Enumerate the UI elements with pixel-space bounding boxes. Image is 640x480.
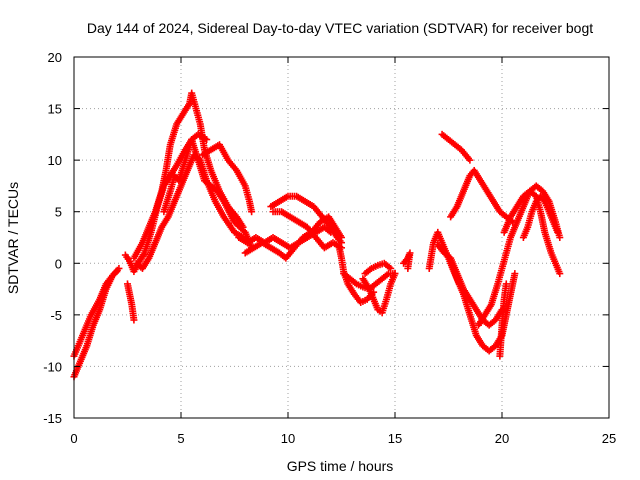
data-point-plus <box>502 280 510 288</box>
x-tick-label: 5 <box>177 431 184 446</box>
y-tick-label: 10 <box>48 153 62 168</box>
data-points <box>70 89 564 381</box>
x-axis-ticks: 0 5 10 15 20 25 <box>70 57 616 446</box>
y-tick-label: 15 <box>48 102 62 117</box>
y-tick-label: 0 <box>55 256 62 271</box>
x-tick-label: 15 <box>388 431 402 446</box>
data-point-plus <box>511 270 519 278</box>
data-point-plus <box>130 316 138 324</box>
data-point-plus <box>115 264 123 272</box>
grid-lines <box>74 57 609 418</box>
x-tick-label: 25 <box>602 431 616 446</box>
data-point-plus <box>391 270 399 278</box>
y-axis-ticks: -15 -10 -5 0 5 10 15 20 <box>43 50 609 426</box>
y-tick-label: -15 <box>43 411 62 426</box>
data-point-plus <box>387 264 395 272</box>
x-tick-label: 10 <box>281 431 295 446</box>
data-point-plus <box>248 208 256 216</box>
data-point-plus <box>554 228 562 236</box>
y-tick-label: -5 <box>50 308 62 323</box>
data-point-plus <box>404 264 412 272</box>
data-point-plus <box>556 270 564 278</box>
y-axis-title: SDTVAR / TECUs <box>5 182 21 294</box>
y-tick-label: 20 <box>48 50 62 65</box>
x-tick-label: 0 <box>70 431 77 446</box>
plot-frame <box>73 56 610 419</box>
data-point-plus <box>466 156 474 164</box>
data-point-plus <box>556 234 564 241</box>
x-axis-title: GPS time / hours <box>287 458 394 474</box>
y-tick-label: 5 <box>55 205 62 220</box>
chart-title: Day 144 of 2024, Sidereal Day-to-day VTE… <box>87 20 593 36</box>
y-tick-label: -10 <box>43 359 62 374</box>
x-tick-label: 20 <box>495 431 509 446</box>
